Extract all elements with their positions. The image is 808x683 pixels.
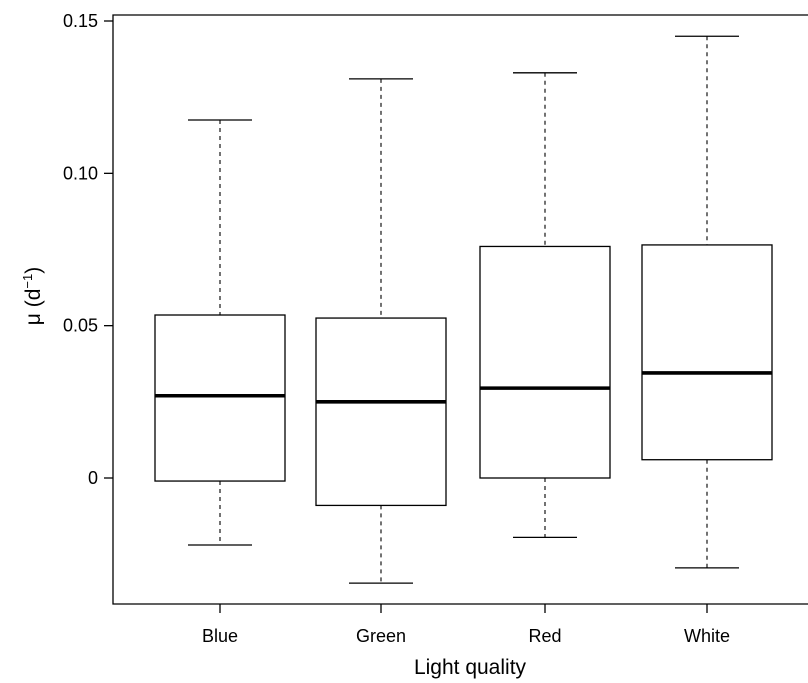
plot-frame bbox=[112, 14, 808, 605]
y-tick-label: 0 bbox=[88, 468, 98, 488]
y-axis-title-superscript: −1 bbox=[20, 274, 35, 289]
iqr-box bbox=[154, 314, 286, 482]
x-tick-label-white: White bbox=[684, 626, 730, 646]
iqr-box bbox=[479, 245, 611, 479]
x-tick-label-red: Red bbox=[528, 626, 561, 646]
box-green bbox=[315, 78, 447, 584]
y-axis-ticks: 0 0.05 0.10 0.15 bbox=[63, 11, 113, 488]
x-axis-ticks: Blue Green Red White bbox=[202, 604, 730, 646]
y-tick-label: 0.05 bbox=[63, 316, 98, 336]
box-red bbox=[479, 72, 611, 539]
x-tick-label-green: Green bbox=[356, 626, 406, 646]
x-tick-label-blue: Blue bbox=[202, 626, 238, 646]
iqr-box bbox=[641, 244, 773, 461]
y-axis-title: μ (d−1) bbox=[20, 267, 45, 325]
y-axis-title-main: μ (d bbox=[22, 289, 45, 326]
y-axis-title-close: ) bbox=[22, 267, 45, 274]
axes bbox=[112, 14, 808, 605]
y-tick-label: 0.10 bbox=[63, 163, 98, 183]
y-tick-label: 0.15 bbox=[63, 11, 98, 31]
box-white bbox=[641, 35, 773, 569]
box-group bbox=[154, 35, 773, 584]
x-axis-title: Light quality bbox=[414, 656, 527, 679]
box-blue bbox=[154, 119, 286, 546]
iqr-box bbox=[315, 317, 447, 507]
